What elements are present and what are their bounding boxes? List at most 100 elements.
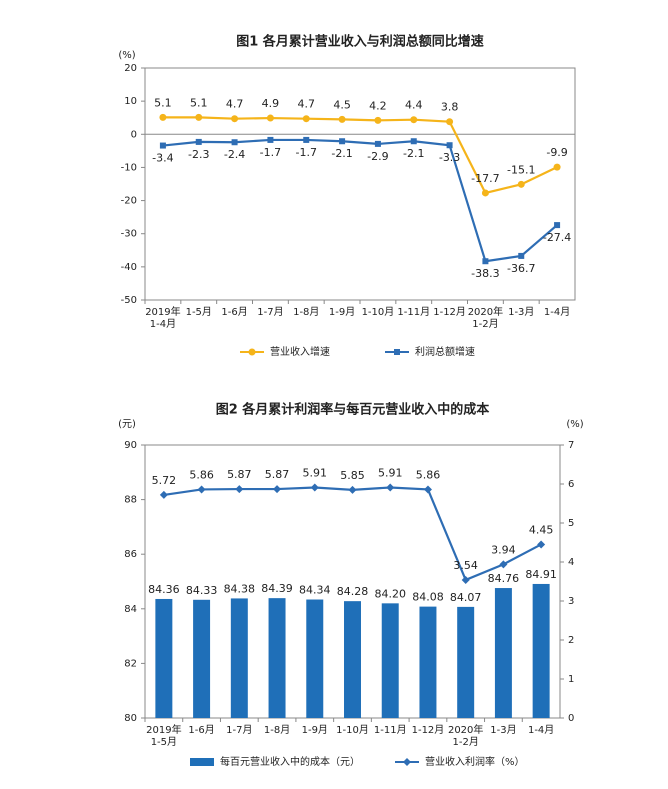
line-value-label: 5.87 bbox=[227, 468, 252, 481]
line-marker bbox=[386, 483, 395, 492]
line-marker bbox=[348, 485, 357, 494]
line-value-label: -3.3 bbox=[439, 151, 460, 164]
line-value-label: -27.4 bbox=[543, 231, 571, 244]
line-marker bbox=[461, 575, 470, 584]
legend-swatch bbox=[190, 758, 214, 766]
line-marker bbox=[403, 758, 411, 766]
line-marker bbox=[302, 115, 310, 123]
line-value-label: 4.4 bbox=[405, 99, 423, 112]
line-marker bbox=[235, 485, 244, 494]
bar-value-label: 84.91 bbox=[525, 568, 557, 581]
line-value-label: -38.3 bbox=[471, 267, 499, 280]
line-series bbox=[163, 486, 542, 582]
bar-value-label: 84.38 bbox=[224, 582, 256, 595]
line-series bbox=[162, 138, 558, 263]
y-tick-label: -20 bbox=[121, 196, 137, 207]
y-tick-label: 88 bbox=[124, 495, 137, 506]
line-marker bbox=[517, 180, 525, 188]
line-marker bbox=[159, 113, 167, 121]
x-tick-label: 1-3月 bbox=[490, 724, 516, 736]
chart-title: 图2 各月累计利润率与每百元营业收入中的成本 bbox=[216, 402, 490, 418]
line-value-label: 5.85 bbox=[340, 469, 365, 482]
x-tick-label: 1-9月 bbox=[302, 724, 328, 736]
x-tick-label: 1-5月 bbox=[186, 306, 212, 318]
y-tick-label: -30 bbox=[121, 229, 137, 240]
bar bbox=[532, 583, 550, 718]
y2-tick-label: 1 bbox=[568, 674, 574, 685]
bar bbox=[155, 598, 173, 718]
line-value-label: -2.1 bbox=[331, 147, 352, 160]
line-marker bbox=[338, 115, 346, 123]
line-value-label: 5.86 bbox=[189, 468, 214, 481]
line-marker bbox=[159, 490, 168, 499]
bar bbox=[381, 603, 399, 718]
line-marker bbox=[266, 114, 274, 122]
bar-value-label: 84.39 bbox=[261, 582, 293, 595]
bar-value-label: 84.28 bbox=[337, 585, 369, 598]
line-value-label: 5.1 bbox=[154, 96, 172, 109]
line-marker bbox=[446, 142, 453, 149]
line-value-label: -2.3 bbox=[188, 148, 209, 161]
line-marker bbox=[410, 116, 418, 124]
line-value-label: -2.9 bbox=[367, 150, 388, 163]
line-marker bbox=[446, 118, 454, 126]
line-value-label: -1.7 bbox=[296, 146, 317, 159]
line-value-label: 3.8 bbox=[441, 101, 459, 114]
y-tick-label: 82 bbox=[124, 658, 137, 669]
y-tick-label: 0 bbox=[131, 129, 137, 140]
line-series bbox=[162, 116, 558, 195]
x-tick-label: 1-11月 bbox=[397, 306, 430, 318]
line-marker bbox=[482, 258, 489, 265]
line-marker bbox=[554, 222, 561, 229]
line-value-label: 5.91 bbox=[378, 467, 403, 480]
line-marker bbox=[267, 136, 274, 143]
bar-value-label: 84.36 bbox=[148, 583, 180, 596]
bar bbox=[268, 598, 286, 718]
line-value-label: 5.1 bbox=[190, 96, 208, 109]
bar bbox=[193, 599, 211, 718]
bar bbox=[344, 601, 361, 718]
line-value-label: -9.9 bbox=[546, 146, 567, 159]
x-tick-label: 2020年 1-2月 bbox=[468, 305, 503, 330]
bar-value-label: 84.34 bbox=[299, 584, 331, 597]
line-marker bbox=[553, 163, 561, 171]
x-tick-label: 2019年 1-4月 bbox=[145, 305, 180, 330]
y-tick-label: -50 bbox=[121, 295, 137, 306]
bar-value-label: 84.33 bbox=[186, 584, 218, 597]
line-value-label: -17.7 bbox=[471, 172, 499, 185]
line-marker bbox=[231, 139, 238, 146]
y-tick-label: 80 bbox=[124, 713, 137, 724]
line-marker bbox=[537, 540, 546, 549]
line-marker bbox=[273, 485, 282, 494]
line-value-label: 4.45 bbox=[529, 523, 554, 536]
y-tick-label: 90 bbox=[124, 440, 137, 451]
line-value-label: 4.2 bbox=[369, 99, 387, 112]
line-value-label: 5.86 bbox=[416, 468, 441, 481]
line-marker bbox=[159, 142, 166, 149]
line-value-label: -36.7 bbox=[507, 262, 535, 275]
x-tick-label: 1-7月 bbox=[257, 306, 283, 318]
y-tick-label: 20 bbox=[124, 63, 137, 74]
line-value-label: -15.1 bbox=[507, 163, 535, 176]
x-tick-label: 1-8月 bbox=[264, 724, 290, 736]
bar-value-label: 84.08 bbox=[412, 591, 444, 604]
x-tick-label: 1-9月 bbox=[329, 306, 355, 318]
x-tick-label: 1-12月 bbox=[433, 306, 466, 318]
line-value-label: 4.9 bbox=[262, 97, 280, 110]
legend-label: 营业收入增速 bbox=[270, 345, 330, 358]
bar-value-label: 84.20 bbox=[374, 587, 406, 600]
y2-tick-label: 4 bbox=[568, 557, 574, 568]
line-value-label: 5.72 bbox=[152, 474, 177, 487]
y2-unit: (%) bbox=[566, 419, 583, 430]
line-value-label: -3.4 bbox=[152, 152, 173, 165]
legend-label: 利润总额增速 bbox=[415, 345, 475, 358]
x-tick-label: 1-6月 bbox=[188, 724, 214, 736]
bar bbox=[306, 599, 324, 718]
line-marker bbox=[410, 138, 417, 145]
line-value-label: 4.7 bbox=[298, 98, 316, 111]
line-marker bbox=[481, 189, 489, 197]
x-tick-label: 1-11月 bbox=[374, 724, 407, 736]
line-value-label: 3.94 bbox=[491, 543, 516, 556]
bar bbox=[457, 606, 475, 718]
x-tick-label: 1-4月 bbox=[528, 724, 554, 736]
